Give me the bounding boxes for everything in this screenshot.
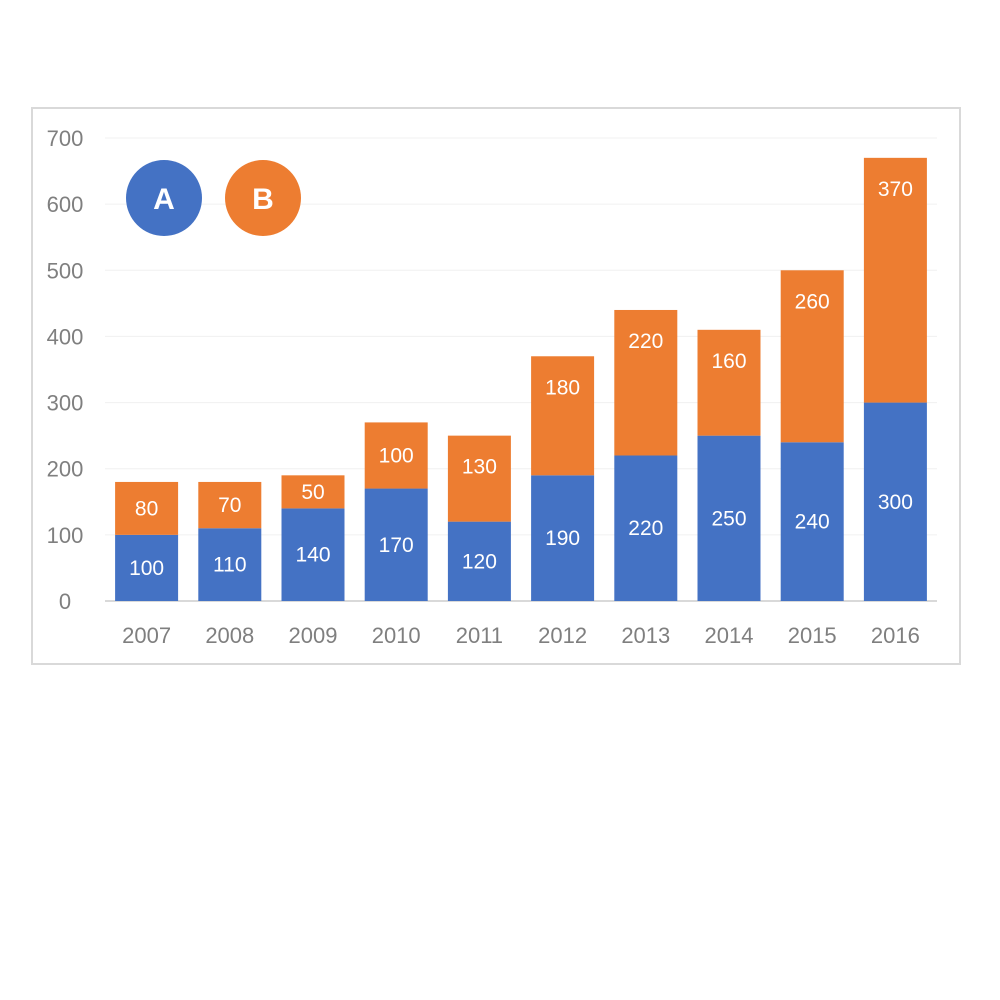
- bar-b-2016: [863, 157, 927, 403]
- bar-b-2008: [198, 481, 262, 529]
- x-tick-label: 2007: [122, 623, 171, 648]
- bar-b-2014: [697, 329, 761, 436]
- bar-a-2016: [863, 402, 927, 601]
- data-labels: 100 80 110 70 140 50 170 100 120 130 190 180 220 220 2…: [129, 178, 913, 580]
- y-tick-label: 200: [47, 457, 84, 482]
- legend-label-b: B: [252, 183, 274, 216]
- bar-a-2015: [780, 442, 844, 601]
- data-label-a-2014: 250: [711, 507, 746, 530]
- data-label-b-2014: 160: [711, 350, 746, 373]
- bar-b-2015: [780, 270, 844, 443]
- bar-b-2013: [614, 309, 678, 456]
- data-label-b-2009: 50: [301, 481, 324, 504]
- bar-a-2014: [697, 435, 761, 601]
- data-label-a-2016: 300: [878, 491, 913, 514]
- legend-label-a: A: [153, 183, 175, 216]
- x-tick-label: 2010: [372, 623, 421, 648]
- data-label-b-2010: 100: [379, 444, 414, 467]
- x-tick-label: 2016: [871, 623, 920, 648]
- data-label-b-2011: 130: [462, 456, 497, 479]
- x-tick-label: 2011: [456, 623, 503, 648]
- bar-a-2011: [447, 521, 511, 601]
- data-label-a-2012: 190: [545, 527, 580, 550]
- data-label-a-2013: 220: [628, 517, 663, 540]
- bar-b-2007: [115, 481, 179, 535]
- bars: [115, 157, 927, 601]
- data-label-b-2007: 80: [135, 497, 158, 520]
- bar-b-2009: [281, 475, 345, 509]
- bar-b-2011: [447, 435, 511, 522]
- y-tick-label: 0: [59, 589, 71, 614]
- bar-a-2007: [115, 534, 179, 601]
- data-label-a-2010: 170: [379, 534, 414, 557]
- bar-b-2010: [364, 422, 428, 489]
- data-label-a-2015: 240: [795, 511, 830, 534]
- data-label-a-2007: 100: [129, 557, 164, 580]
- y-tick-label: 500: [47, 258, 84, 283]
- data-label-b-2008: 70: [218, 494, 241, 517]
- x-axis-ticks: 2007 2008 2009 2010 2011 2012 2013 2014 2015 2016: [122, 623, 920, 648]
- bar-b-2012: [531, 356, 595, 476]
- data-label-b-2012: 180: [545, 376, 580, 399]
- x-tick-label: 2009: [289, 623, 338, 648]
- y-tick-label: 700: [47, 126, 84, 151]
- bar-a-2010: [364, 488, 428, 601]
- y-tick-label: 300: [47, 391, 84, 416]
- y-axis-ticks: 0 100 200 300 400 500 600 700: [47, 126, 84, 614]
- legend-marker-a: [126, 160, 202, 236]
- y-tick-label: 600: [47, 192, 84, 217]
- legend-marker-b: [225, 160, 301, 236]
- y-tick-label: 100: [47, 523, 84, 548]
- data-label-b-2016: 370: [878, 178, 913, 201]
- bar-a-2013: [614, 455, 678, 601]
- data-label-a-2008: 110: [213, 554, 246, 577]
- bar-a-2008: [198, 528, 262, 601]
- chart-frame: 0 100 200 300 400 500 600 700 100 80 110 70 140 50 17…: [31, 107, 961, 665]
- bar-a-2012: [531, 475, 595, 601]
- data-label-a-2009: 140: [295, 544, 330, 567]
- bar-a-2009: [281, 508, 345, 601]
- x-tick-label: 2012: [538, 623, 587, 648]
- y-tick-label: 400: [47, 324, 84, 349]
- x-tick-label: 2013: [621, 623, 670, 648]
- x-tick-label: 2008: [205, 623, 254, 648]
- x-tick-label: 2015: [788, 623, 837, 648]
- data-label-b-2015: 260: [795, 290, 830, 313]
- data-label-a-2011: 120: [462, 550, 497, 573]
- x-tick-label: 2014: [705, 623, 754, 648]
- data-label-b-2013: 220: [628, 330, 663, 353]
- stacked-bar-chart: 0 100 200 300 400 500 600 700 100 80 110 70 140 50 17…: [47, 126, 937, 648]
